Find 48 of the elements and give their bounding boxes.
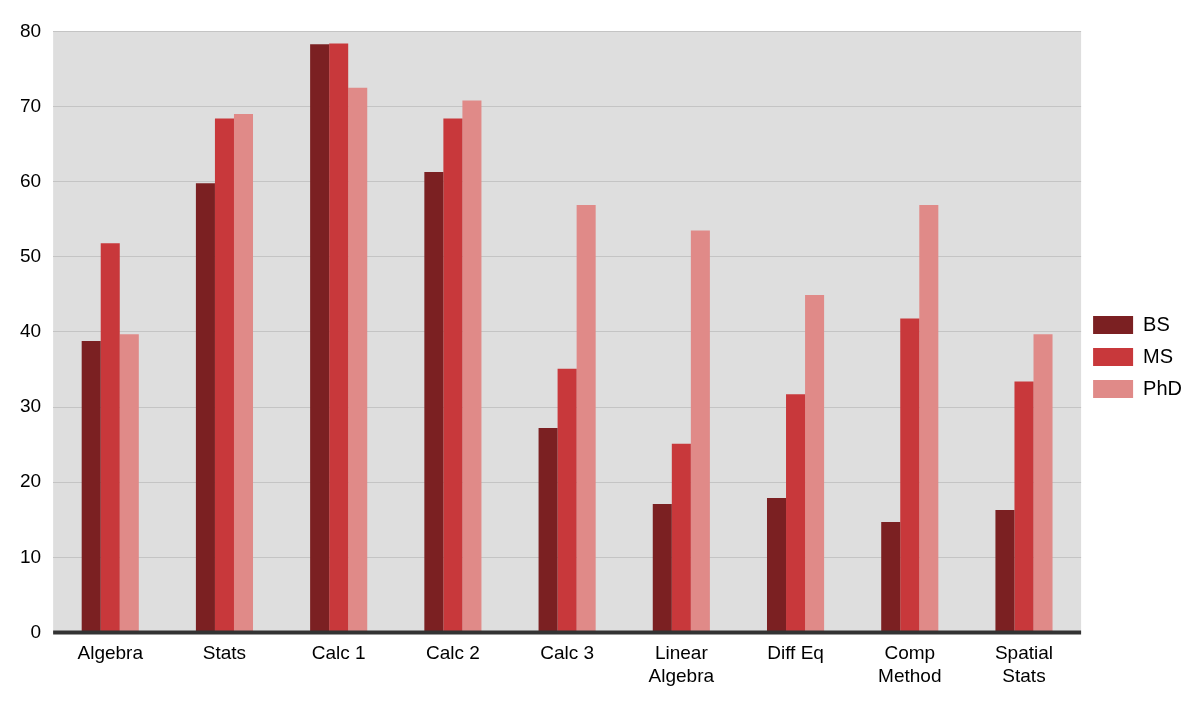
x-tick-label: Linear Algebra: [648, 642, 715, 686]
bar: [329, 43, 349, 632]
x-tick-label: Stats: [202, 642, 247, 664]
x-tick-label: Algebra: [77, 642, 144, 664]
bar: [557, 368, 577, 632]
x-tick-label: Diff Eq: [767, 642, 824, 664]
bar: [576, 204, 596, 632]
bar: [214, 118, 234, 632]
x-tick-label: Spatial Stats: [994, 642, 1054, 686]
bar: [919, 204, 939, 632]
y-tick-label: 20: [19, 470, 42, 492]
y-tick-label: 10: [19, 545, 42, 567]
legend-label: MS: [1143, 344, 1174, 367]
y-tick-label: 80: [19, 19, 42, 41]
bar: [786, 394, 806, 632]
bar: [995, 509, 1015, 632]
bar: [652, 503, 672, 632]
bar: [462, 100, 482, 632]
bar: [1033, 334, 1053, 632]
bar: [233, 114, 254, 632]
bar: [195, 183, 215, 632]
bar: [348, 87, 368, 632]
x-tick-label: Calc 2: [425, 642, 480, 664]
y-tick-label: 40: [19, 320, 42, 342]
bar: [100, 243, 120, 632]
bar: [443, 118, 463, 632]
bar: [900, 318, 920, 632]
bar: [81, 340, 101, 632]
x-tick-label: Calc 3: [540, 642, 595, 664]
bar: [881, 521, 901, 632]
bar: [805, 295, 825, 632]
legend-label: BS: [1143, 312, 1170, 335]
y-tick-label: 50: [19, 245, 42, 267]
bar: [767, 497, 787, 632]
x-tick-label: Comp Method: [878, 642, 942, 686]
x-tick-label: Calc 1: [311, 642, 366, 664]
bar: [538, 428, 558, 632]
bar: [424, 171, 444, 632]
bar: [690, 230, 710, 632]
bar: [1014, 381, 1034, 632]
y-tick-label: 60: [19, 169, 42, 191]
y-tick-label: 30: [19, 395, 42, 417]
bar: [671, 443, 691, 632]
legend-label: PhD: [1143, 376, 1182, 399]
bar: [119, 334, 139, 632]
y-tick-label: 70: [19, 94, 42, 116]
bar: [310, 44, 330, 632]
y-tick-label: 0: [30, 620, 42, 642]
